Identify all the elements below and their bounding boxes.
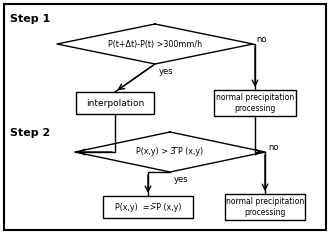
Bar (225, 194, 305, 220)
Text: P(t+Δt)-P(t) >300mm/h: P(t+Δt)-P(t) >300mm/h (108, 40, 202, 48)
Text: Step 1: Step 1 (10, 14, 50, 24)
Text: normal precipitation
processing: normal precipitation processing (216, 93, 294, 113)
Text: normal precipitation
processing: normal precipitation processing (226, 197, 304, 217)
Text: Step 2: Step 2 (10, 128, 50, 138)
Text: P(x,y) > 3 ̅P (x,y): P(x,y) > 3 ̅P (x,y) (136, 147, 204, 157)
Text: P(x,y)  =>̅P (x,y): P(x,y) =>̅P (x,y) (115, 202, 181, 212)
Bar (214, 90, 296, 116)
Bar (103, 196, 193, 218)
Text: yes: yes (174, 176, 189, 184)
Text: no: no (268, 143, 279, 151)
Text: yes: yes (159, 67, 174, 77)
Polygon shape (57, 24, 253, 64)
Text: no: no (256, 34, 267, 44)
Bar (76, 92, 154, 114)
Polygon shape (75, 132, 265, 172)
Text: interpolation: interpolation (86, 99, 144, 107)
